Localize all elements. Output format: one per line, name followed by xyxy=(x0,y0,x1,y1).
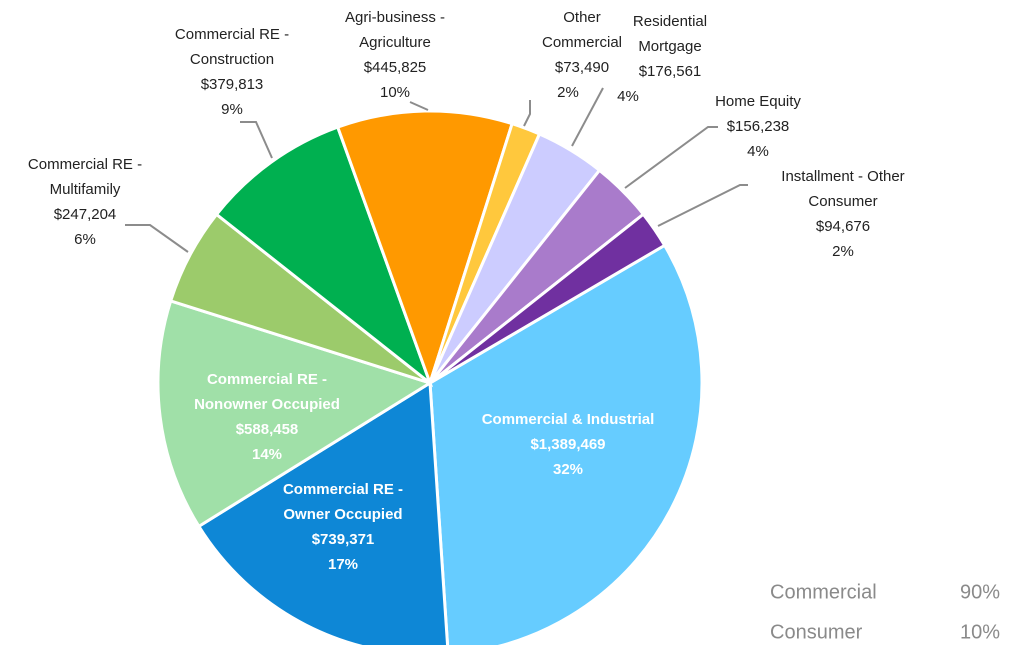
slice-value: $94,676 xyxy=(816,218,870,235)
slice-value: $1,389,469 xyxy=(530,436,605,453)
slice-value: $247,204 xyxy=(54,206,117,223)
slice-percent: 32% xyxy=(553,461,583,478)
leader-line xyxy=(523,100,531,127)
slice-value: $73,490 xyxy=(555,59,609,76)
slice xyxy=(214,125,434,388)
slice-name: Commercial RE -Owner Occupied xyxy=(283,481,403,523)
slice xyxy=(429,212,667,385)
summary-name: Consumer xyxy=(770,621,863,643)
leader-line xyxy=(240,121,273,159)
slice-value: $588,458 xyxy=(236,421,299,438)
slice-percent: 4% xyxy=(617,88,639,105)
slice-value: $379,813 xyxy=(201,76,264,93)
slice-percent: 6% xyxy=(74,231,96,248)
slice-percent: 4% xyxy=(747,143,769,160)
slice-value: $156,238 xyxy=(727,118,790,135)
slice-name: Residential Mortgage xyxy=(633,13,707,55)
slice xyxy=(428,243,704,645)
leader-line xyxy=(624,126,718,189)
leader-line xyxy=(409,101,429,111)
summary-name: Commercial xyxy=(770,581,877,603)
slice-percent: 10% xyxy=(380,84,410,101)
slice-value: $445,825 xyxy=(364,59,427,76)
summary-value: 90% xyxy=(960,581,1000,603)
slice-name: Commercial RE -Multifamily xyxy=(28,156,142,198)
slice-value: $176,561 xyxy=(639,63,702,80)
slice-name: Commercial RE -Nonowner Occupied xyxy=(194,371,340,413)
leader-line xyxy=(657,184,748,227)
slice-name: Home Equity xyxy=(715,93,801,110)
leader-line xyxy=(571,87,604,147)
slice-percent: 17% xyxy=(328,556,358,573)
slice-name: Commercial & Industrial xyxy=(482,411,655,428)
slice xyxy=(156,299,434,529)
slice-percent: 2% xyxy=(832,243,854,260)
slice-percent: 2% xyxy=(557,84,579,101)
slice-percent: 14% xyxy=(252,446,282,463)
slice xyxy=(335,109,515,388)
leader-line xyxy=(125,224,189,253)
slice xyxy=(196,380,450,645)
slice-name: Agri-business -Agriculture xyxy=(345,9,445,51)
slice-value: $739,371 xyxy=(312,531,375,548)
slice-name: Other Commercial xyxy=(542,9,622,51)
slice-name: Installment - Other Consumer xyxy=(781,168,904,210)
slice-percent: 9% xyxy=(221,101,243,118)
summary-value: 10% xyxy=(960,621,1000,643)
slice-name: Commercial RE -Construction xyxy=(175,26,289,68)
